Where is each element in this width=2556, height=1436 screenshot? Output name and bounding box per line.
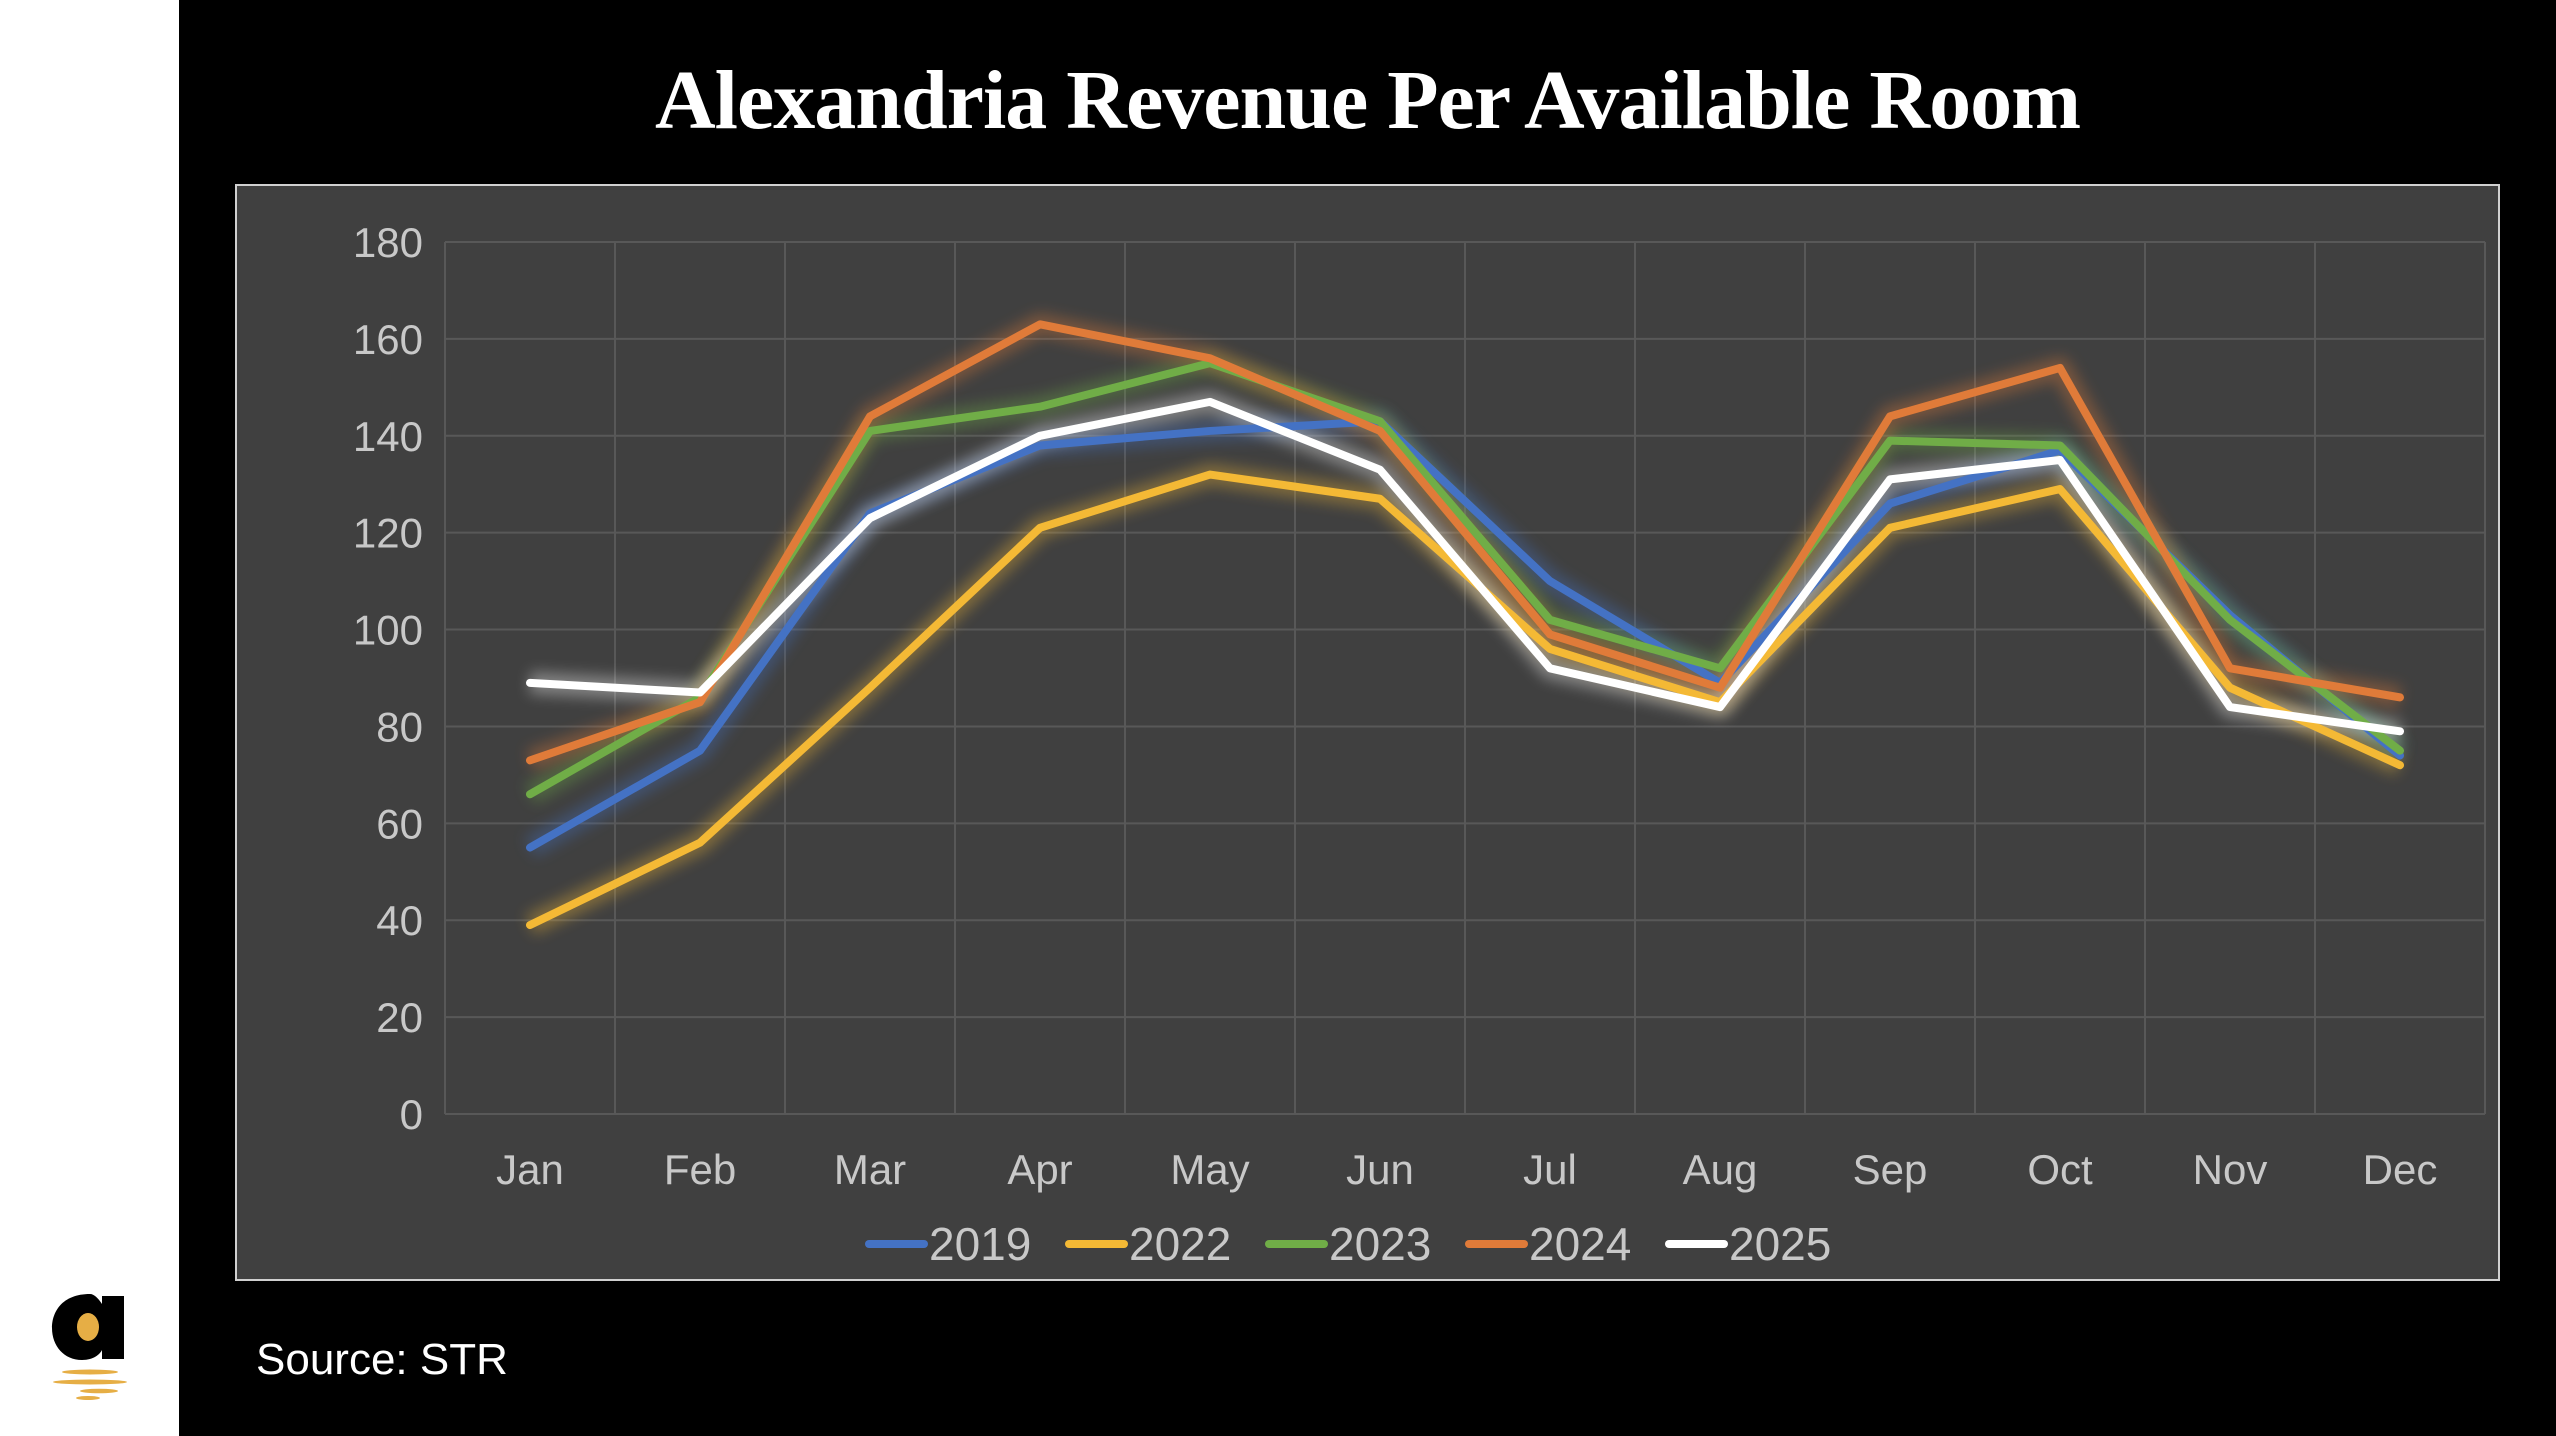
- y-tick-label: 100: [353, 607, 423, 654]
- legend-label-2022: 2022: [1129, 1218, 1231, 1270]
- legend-label-2019: 2019: [929, 1218, 1031, 1270]
- line-chart: 0 20 40 60 80 100 120 140 160 180 Jan Feb Mar Apr May…: [353, 219, 2486, 1270]
- legend-label-2025: 2025: [1729, 1218, 1831, 1270]
- y-tick-label: 140: [353, 413, 423, 460]
- x-tick-label: Jun: [1346, 1146, 1414, 1193]
- y-tick-label: 80: [376, 703, 423, 750]
- y-tick-label: 0: [400, 1091, 423, 1138]
- x-tick-label: Oct: [2027, 1146, 2093, 1193]
- series-lines: [526, 320, 2404, 930]
- y-tick-label: 20: [376, 994, 423, 1041]
- x-tick-label: Mar: [834, 1146, 906, 1193]
- x-tick-label: Jan: [496, 1146, 564, 1193]
- x-tick-label: Aug: [1683, 1146, 1758, 1193]
- y-tick-label: 160: [353, 316, 423, 363]
- x-axis-labels: Jan Feb Mar Apr May Jun Jul Aug Sep Oct Nov Dec: [496, 1146, 2437, 1193]
- series-line-2023: [526, 359, 2404, 799]
- y-tick-label: 180: [353, 219, 423, 266]
- source-note: Source: STR: [256, 1335, 508, 1384]
- x-tick-label: Dec: [2363, 1146, 2438, 1193]
- x-tick-label: Nov: [2193, 1146, 2268, 1193]
- chart-area: 0 20 40 60 80 100 120 140 160 180 Jan Feb Mar Apr May…: [235, 184, 2500, 1281]
- x-tick-label: Apr: [1007, 1146, 1072, 1193]
- y-tick-label: 40: [376, 897, 423, 944]
- y-axis-labels: 0 20 40 60 80 100 120 140 160 180: [353, 219, 423, 1138]
- brand-logo: [52, 1294, 127, 1400]
- logo-sidebar: [0, 0, 179, 1436]
- legend: 2019 2022 2023 2024 2025: [865, 1218, 1831, 1270]
- y-tick-label: 60: [376, 800, 423, 847]
- series-line-2024: [526, 320, 2404, 765]
- x-tick-label: Feb: [664, 1146, 736, 1193]
- y-tick-label: 120: [353, 510, 423, 557]
- legend-label-2024: 2024: [1529, 1218, 1631, 1270]
- series-line-2025: [526, 397, 2404, 736]
- x-tick-label: Jul: [1523, 1146, 1577, 1193]
- x-tick-label: Sep: [1853, 1146, 1928, 1193]
- chart-title: Alexandria Revenue Per Available Room: [654, 54, 2081, 147]
- x-tick-label: May: [1170, 1146, 1249, 1193]
- legend-label-2023: 2023: [1329, 1218, 1431, 1270]
